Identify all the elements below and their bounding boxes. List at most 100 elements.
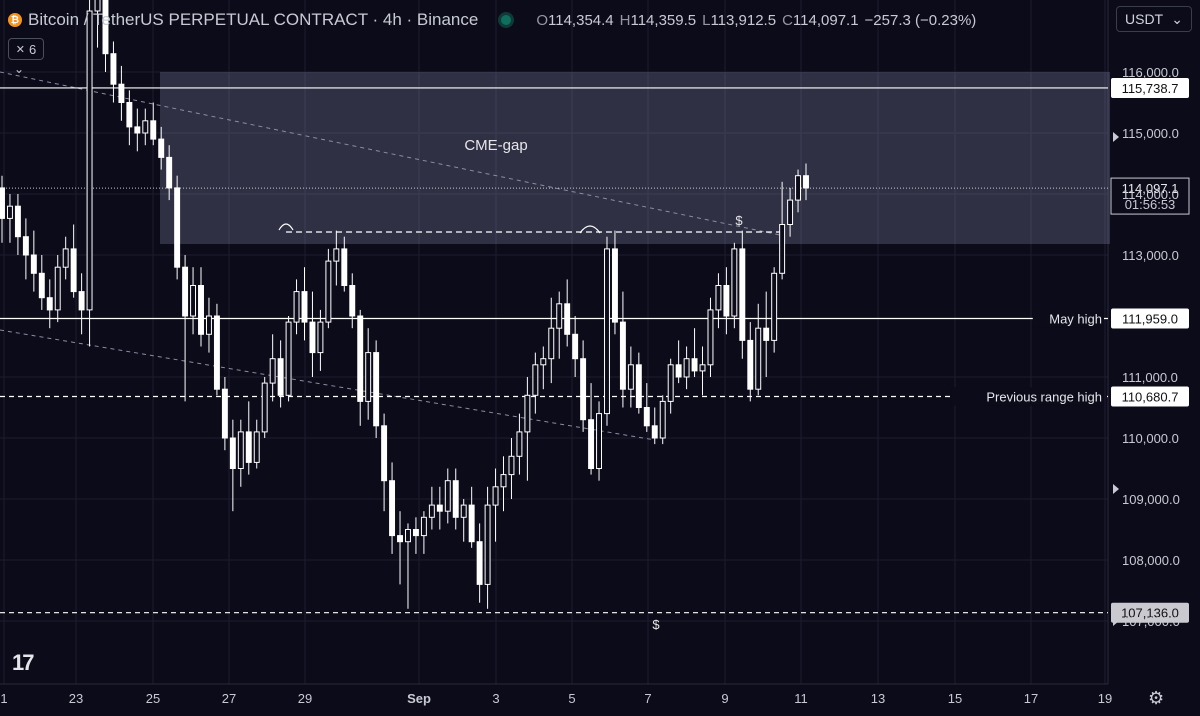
high-label: H	[619, 11, 631, 29]
candle-body	[755, 327, 762, 390]
equal-high-marker-1	[278, 223, 294, 231]
candle-body	[405, 529, 411, 543]
x-tick-label: 25	[146, 691, 160, 706]
candle-body	[325, 260, 332, 323]
candle-body	[659, 400, 666, 439]
candle-body	[158, 138, 165, 158]
price-label-text: 107,136.0	[1121, 606, 1179, 621]
candle-body	[206, 315, 212, 335]
candle-body	[293, 291, 300, 323]
y-tick-label: 116,000.0	[1122, 65, 1179, 80]
candle-body	[213, 315, 220, 390]
y-tick-label: 110,000.0	[1122, 431, 1179, 446]
candle-body	[651, 425, 658, 439]
candle-body	[548, 327, 555, 360]
candle-body	[643, 407, 650, 427]
candle-body	[803, 175, 809, 189]
cme-gap-label: CME-gap	[464, 137, 527, 154]
candle-body	[166, 156, 173, 189]
y-tick-label: 111,000.0	[1122, 370, 1178, 385]
candle-body	[277, 358, 284, 396]
x-tick-label: 9	[721, 691, 728, 706]
price-label-text: 115,738.7	[1122, 81, 1179, 96]
eye-icon: ✕	[15, 43, 25, 56]
candle-body	[699, 364, 706, 372]
cme-gap-zone	[160, 72, 1110, 245]
level-name-label: Previous range high	[986, 389, 1102, 404]
candle-body	[691, 358, 698, 372]
equal-high-marker-2	[579, 225, 601, 234]
level-name-bg	[951, 387, 1104, 406]
low-value: 113,912.5	[710, 11, 777, 29]
x-tick-label: 5	[568, 691, 575, 706]
candle-body	[739, 248, 746, 341]
candle-body	[102, 0, 109, 55]
candle-body	[94, 0, 101, 12]
candle-body	[564, 303, 571, 335]
annotation-layer: $$	[652, 213, 743, 632]
candle-body	[126, 102, 133, 128]
axis-marker-icon	[1113, 132, 1119, 142]
candle-body	[150, 120, 157, 140]
candle-body	[580, 358, 587, 421]
x-tick-label: 7	[644, 691, 651, 706]
candle-body	[221, 388, 228, 439]
liquidity-annotation: $	[652, 617, 660, 632]
candle-body	[253, 431, 260, 463]
ohlc-values: O114,354.4 H114,359.5 L113,912.5 C114,09…	[536, 12, 976, 29]
candle-body	[500, 474, 507, 488]
current-price-text: 114,097.1	[1122, 181, 1179, 196]
candle-body	[508, 455, 515, 476]
candle-body	[540, 358, 547, 366]
x-axis[interactable]: 1 23 25 27 29 Sep 3 5 7 9 11 13 15 17 19	[0, 691, 1112, 706]
level-name-bg	[1032, 309, 1104, 328]
candle-body	[86, 10, 93, 311]
candle-body	[763, 327, 770, 341]
low-label: L	[702, 11, 711, 29]
candle-body	[373, 352, 380, 427]
y-axis[interactable]: 116,000.0 115,000.0 114,000.0 113,000.0 111,…	[1113, 65, 1180, 629]
symbol-title[interactable]: Bitcoin / TetherUS PERPETUAL CONTRACT · …	[28, 10, 479, 29]
gear-icon[interactable]: ⚙	[1148, 688, 1165, 708]
candle-body	[747, 339, 754, 390]
candle-body	[731, 248, 738, 317]
candle-body	[723, 285, 730, 317]
candle-body	[301, 291, 308, 323]
candle-body	[365, 352, 372, 402]
candle-body	[524, 394, 531, 433]
x-tick-label: 3	[492, 691, 499, 706]
candle-body	[588, 419, 595, 470]
candle-body	[0, 187, 5, 219]
candle-body	[476, 541, 483, 585]
close-label: C	[782, 11, 793, 29]
candle-body	[14, 205, 21, 238]
candle-body	[341, 248, 348, 286]
candle-body	[556, 303, 563, 329]
indicators-toggle-button[interactable]: ✕ 6	[8, 38, 44, 60]
candle-body	[237, 431, 244, 469]
candle-body	[468, 504, 475, 543]
level-lines: 115,738.7 May high 111,959.0 Previous range…	[0, 77, 1190, 623]
bitcoin-icon: ₿	[8, 13, 22, 27]
x-tick-label: 23	[69, 691, 83, 706]
chevron-down-icon: ⌄	[1171, 10, 1183, 27]
candle-body	[389, 480, 396, 537]
liquidity-annotation: $	[735, 213, 743, 228]
candle-body	[667, 364, 674, 402]
change-value: −257.3 (−0.23%)	[864, 11, 977, 29]
candle-body	[604, 248, 610, 415]
y-tick-label: 115,000.0	[1122, 126, 1179, 141]
candle-body	[572, 333, 579, 360]
candle-body	[142, 120, 149, 134]
candle-body	[397, 535, 403, 543]
candle-body	[436, 504, 443, 512]
price-label-box	[1111, 386, 1189, 407]
candle-body	[198, 285, 204, 335]
candle-body	[317, 321, 324, 354]
currency-select[interactable]: USDT ⌄	[1116, 6, 1192, 32]
candle-body	[707, 309, 714, 366]
x-tick-label: 17	[1024, 691, 1038, 706]
trendline-layer	[0, 71, 782, 441]
chevron-down-icon[interactable]: ⌄	[14, 62, 25, 76]
